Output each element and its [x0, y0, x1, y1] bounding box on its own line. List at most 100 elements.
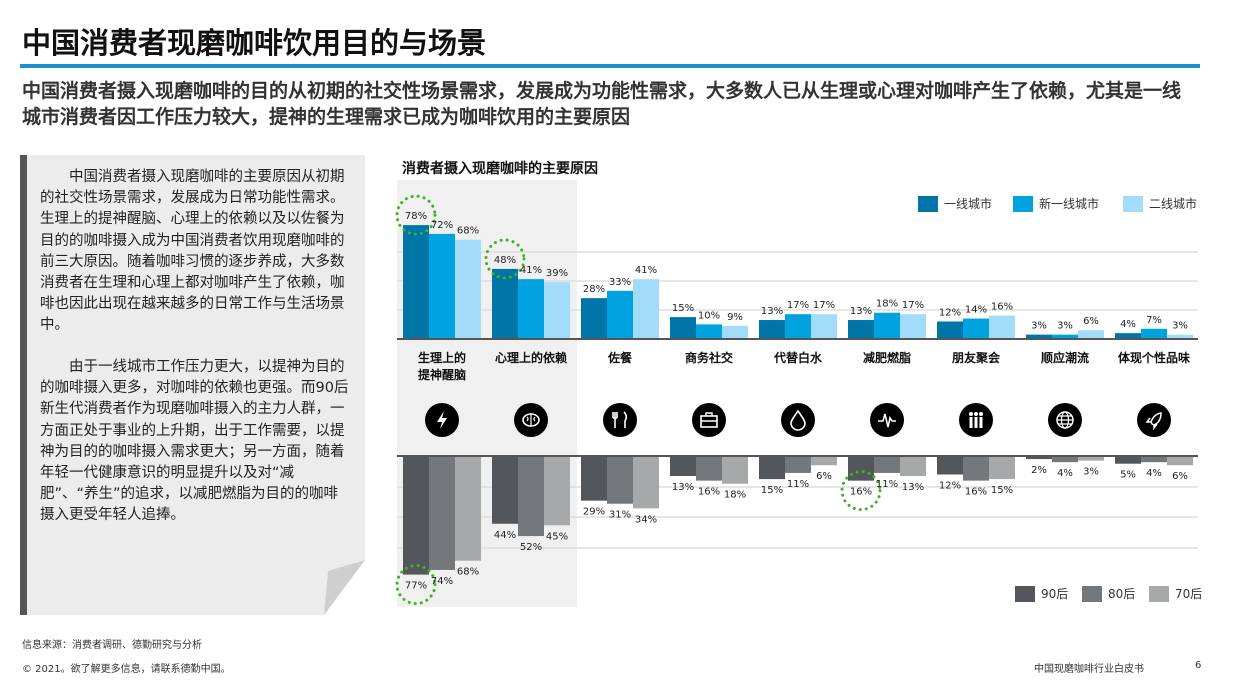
bar-bottom	[1141, 456, 1167, 463]
lightning-icon	[437, 411, 447, 429]
legend-swatch	[1015, 585, 1035, 602]
bar-top	[848, 320, 874, 339]
data-label: 5%	[1120, 470, 1136, 481]
bar-bottom	[1026, 456, 1052, 460]
data-label: 17%	[902, 300, 924, 311]
legend-item-90s: 90后	[1015, 585, 1068, 602]
data-label: 6%	[1172, 471, 1188, 482]
source-note: 信息来源：消费者调研、德勤研究与分析	[22, 640, 202, 651]
category-label: 减肥燃脂	[863, 350, 911, 365]
page-title: 中国消费者现磨咖啡饮用目的与场景	[22, 26, 487, 60]
data-label: 44%	[494, 530, 516, 541]
legend-swatch	[1082, 585, 1102, 602]
category-label: 商务社交	[685, 350, 733, 365]
data-label: 39%	[546, 268, 568, 279]
data-label: 13%	[902, 482, 924, 493]
highlight-circle	[840, 470, 882, 512]
bar-top	[1141, 328, 1167, 339]
data-label: 6%	[816, 471, 832, 482]
data-label: 11%	[876, 479, 898, 490]
bar-top	[722, 325, 748, 339]
legend-label: 70后	[1175, 587, 1203, 601]
panel-accent-bar	[20, 155, 27, 615]
fork-knife-icon	[612, 411, 628, 428]
bar-top	[1052, 334, 1078, 339]
data-label: 31%	[609, 510, 631, 521]
bar-bottom	[989, 456, 1015, 480]
bar-top	[811, 314, 837, 339]
data-label: 15%	[991, 485, 1013, 496]
bar-top	[670, 317, 696, 339]
data-label: 17%	[813, 300, 835, 311]
bar-bottom	[429, 456, 455, 570]
data-label: 12%	[939, 307, 961, 318]
data-label: 4%	[1120, 319, 1136, 330]
bar-top	[429, 233, 455, 339]
bar-top	[492, 268, 518, 339]
bar-bottom	[874, 456, 900, 473]
title-divider	[20, 64, 1200, 68]
data-label: 13%	[850, 306, 872, 317]
bar-bottom	[900, 456, 926, 477]
highlight-circle	[395, 194, 437, 236]
data-label: 77%	[405, 581, 427, 592]
bar-top	[963, 318, 989, 339]
people-icon	[969, 412, 983, 428]
bar-top	[785, 314, 811, 339]
bar-top	[1078, 330, 1104, 339]
legend-item-tier2: 二线城市	[1123, 195, 1197, 212]
bar-bottom	[544, 456, 570, 526]
heartbeat-icon	[878, 413, 896, 428]
data-label: 72%	[431, 220, 453, 231]
water-drop-icon	[790, 409, 806, 431]
bar-top	[1026, 334, 1052, 339]
rocket-icon	[1145, 412, 1162, 431]
summary-panel	[27, 155, 365, 615]
icon-badge	[692, 403, 726, 437]
data-label: 16%	[850, 487, 872, 498]
data-label: 52%	[520, 542, 542, 553]
page-subtitle: 中国消费者摄入现磨咖啡的目的从初期的社交性场景需求，发展成为功能性需求，大多数人…	[22, 80, 1182, 128]
bar-top	[937, 321, 963, 339]
legend-swatch	[1149, 585, 1169, 602]
legend-swatch	[918, 195, 938, 212]
data-label: 3%	[1083, 467, 1099, 478]
category-label: 体现个性品味	[1118, 350, 1190, 365]
category-label: 心理上的依赖	[495, 350, 567, 365]
page-number: 6	[1195, 660, 1202, 671]
brain-icon	[522, 413, 540, 427]
data-label: 18%	[876, 299, 898, 310]
legend-item-80s: 80后	[1082, 585, 1135, 602]
data-label: 3%	[1031, 321, 1047, 332]
bar-bottom	[670, 456, 696, 477]
bar-top	[607, 290, 633, 339]
bar-bottom	[759, 456, 785, 480]
bar-top	[696, 324, 722, 339]
data-label: 9%	[727, 312, 743, 323]
bar-top	[900, 314, 926, 339]
bar-bottom	[963, 456, 989, 481]
category-label: 佐餐	[607, 350, 633, 365]
bar-bottom	[581, 456, 607, 501]
data-label: 33%	[609, 277, 631, 288]
bar-top	[759, 320, 785, 339]
data-label: 10%	[698, 310, 720, 321]
legend-item-new-tier1: 新一线城市	[1013, 195, 1099, 212]
legend-item-tier1: 一线城市	[918, 195, 992, 212]
data-label: 7%	[1146, 315, 1162, 326]
bar-top	[989, 315, 1015, 339]
bar-bottom	[848, 456, 874, 481]
globe-icon	[1056, 411, 1074, 429]
bar-bottom	[492, 456, 518, 524]
data-label: 29%	[583, 507, 605, 518]
legend-swatch	[1013, 195, 1033, 212]
bar-bottom	[1078, 456, 1104, 461]
category-label: 朋友聚会	[951, 350, 1001, 365]
bar-top	[1115, 333, 1141, 339]
data-label: 17%	[787, 300, 809, 311]
bar-top	[544, 282, 570, 339]
legend-swatch	[1123, 195, 1143, 212]
data-label: 4%	[1057, 468, 1073, 479]
data-label: 45%	[546, 531, 568, 542]
